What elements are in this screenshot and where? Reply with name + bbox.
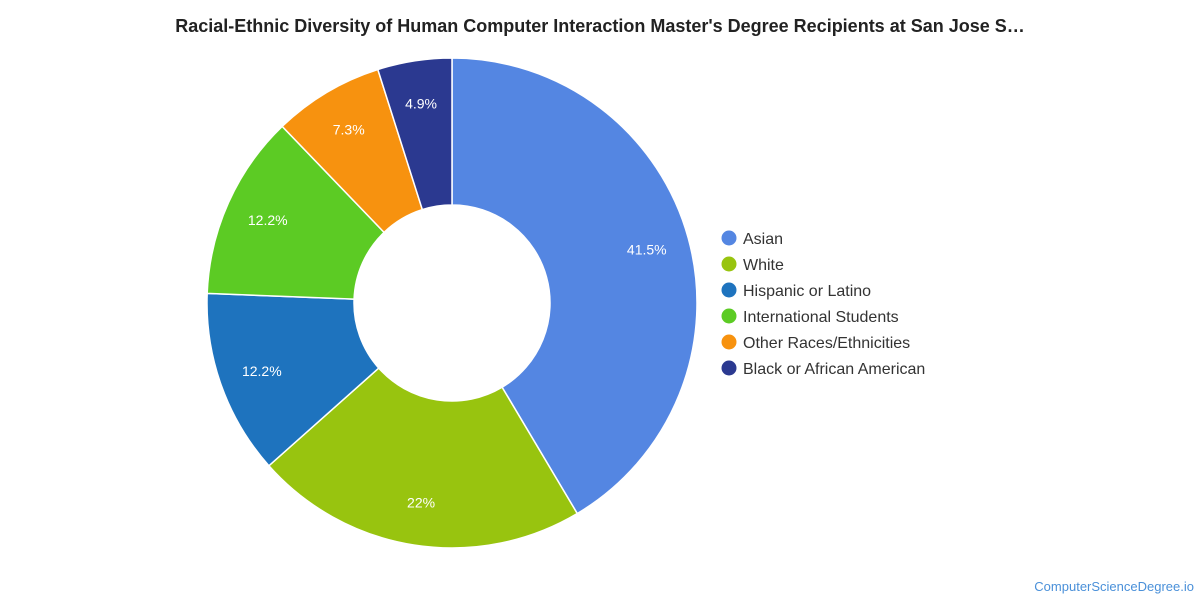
legend-item-black-or-african-american[interactable]: Black or African American [721,360,926,379]
slice-label-hispanic-or-latino: 12.2% [242,363,282,379]
legend-label: Asian [743,231,783,248]
legend-item-hispanic-or-latino[interactable]: Hispanic or Latino [721,282,872,301]
slice-label-black-or-african-american: 4.9% [405,95,437,111]
slice-label-asian: 41.5% [627,241,667,257]
legend-swatch [721,230,737,246]
legend-label: Black or African American [743,361,925,378]
legend-item-other-races-ethnicities[interactable]: Other Races/Ethnicities [721,334,911,353]
legend-label: White [743,257,784,274]
slice-label-group: 41.5% 22% 12.2% 12.2% 7.3% 4.9% [242,95,667,510]
slice-label-white: 22% [407,495,435,511]
slice-group [206,57,698,549]
slice-hispanic-or-latino[interactable] [206,292,380,467]
legend-label: International Students [743,309,899,326]
slice-white[interactable] [267,367,579,549]
legend-swatch [721,308,737,324]
legend-swatch [721,282,737,298]
legend-item-white[interactable]: White [721,256,785,275]
slice-black-or-african-american[interactable] [376,57,453,211]
legend-swatch [721,256,737,272]
slice-label-other-races-ethnicities: 7.3% [333,121,365,137]
legend: Asian White Hispanic or Latino Internationa… [721,230,926,379]
legend-item-international-students[interactable]: International Students [721,308,899,327]
slice-international-students[interactable] [206,125,386,300]
legend-item-asian[interactable]: Asian [721,230,784,249]
slice-label-international-students: 12.2% [248,212,288,228]
slice-asian[interactable] [451,57,698,515]
site-credit-link[interactable]: ComputerScienceDegree.io [1034,579,1194,594]
legend-label: Hispanic or Latino [743,283,871,300]
chart-title: Racial-Ethnic Diversity of Human Compute… [175,16,1025,36]
legend-swatch [721,360,737,376]
legend-label: Other Races/Ethnicities [743,335,910,352]
legend-swatch [721,334,737,350]
